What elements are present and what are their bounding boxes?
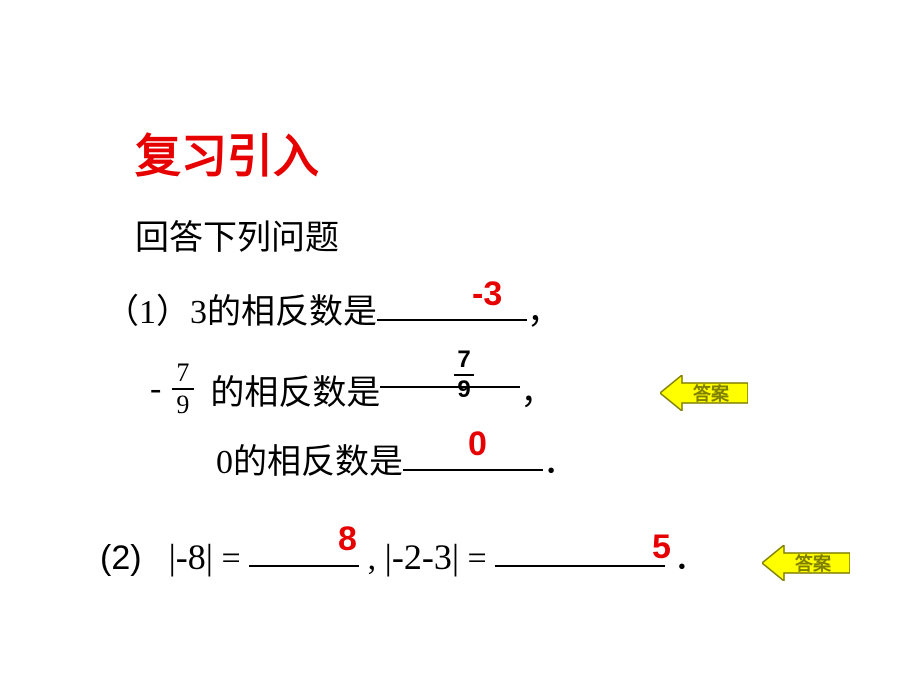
callout-label: 答案 xyxy=(762,545,850,581)
q2-line: (2) |-8| = , |-2-3| = ． xyxy=(100,530,708,579)
q1p1-suffix: ， xyxy=(527,294,561,331)
q1p2-suffix: ， xyxy=(520,375,554,412)
frac-num: 7 xyxy=(172,360,194,386)
slide: 复习引入 回答下列问题 （1）3的相反数是 ， -3 - 7 9 的相反数是 ， 7… xyxy=(0,0,920,690)
title-text: 复习引入 xyxy=(135,130,319,182)
q2-blank2 xyxy=(495,565,665,567)
intro-label: 回答下列问题 xyxy=(135,220,339,257)
q1p3-answer: 0 xyxy=(468,425,487,464)
intro-text: 回答下列问题 xyxy=(135,210,339,259)
q1p3-answer-text: 0 xyxy=(468,425,487,463)
q1p1-answer: -3 xyxy=(472,275,502,314)
q1p2-lhs-fraction: 7 9 xyxy=(172,360,194,418)
q1p3-suffix: ． xyxy=(543,444,577,481)
q1p2-answer-fraction: 7 9 xyxy=(454,348,474,402)
callout-label: 答案 xyxy=(660,375,748,411)
q2-abs2: |-2-3| xyxy=(385,537,459,577)
answer-fraction: 7 9 xyxy=(454,348,474,402)
q1p3-blank xyxy=(403,469,543,471)
q1p2-minus: - xyxy=(150,370,161,407)
q2-abs1: |-8| xyxy=(169,537,213,577)
q1-line3: 0的相反数是 ． xyxy=(216,434,577,483)
q2-eq1: = xyxy=(221,540,240,577)
q1-line2: - 7 9 的相反数是 ， xyxy=(150,360,554,418)
frac-den: 9 xyxy=(454,378,474,402)
answer-callout-2[interactable]: 答案 xyxy=(762,545,850,581)
q2-label: (2) xyxy=(100,539,142,577)
q2-answer1: 8 xyxy=(338,520,357,559)
q1p1-prefix: （1）3的相反数是 xyxy=(105,294,377,331)
frac-num: 7 xyxy=(454,348,474,372)
q1p2-mid: 的相反数是 xyxy=(210,375,380,412)
q2-answer2: 5 xyxy=(652,528,671,567)
section-title: 复习引入 xyxy=(135,120,319,186)
q2-eq2: = xyxy=(468,540,487,577)
frac-den: 9 xyxy=(172,392,194,418)
q2-blank1 xyxy=(249,565,359,567)
q1p1-blank xyxy=(377,319,527,321)
q2-comma: , xyxy=(368,540,377,577)
q1p3-prefix: 0的相反数是 xyxy=(216,444,403,481)
q1p2-blank xyxy=(380,386,520,388)
q2-answer2-text: 5 xyxy=(652,528,671,566)
q2-answer1-text: 8 xyxy=(338,520,357,558)
answer-callout-1[interactable]: 答案 xyxy=(660,375,748,411)
q2-period: ． xyxy=(674,540,708,577)
q1p1-answer-text: -3 xyxy=(472,275,502,313)
